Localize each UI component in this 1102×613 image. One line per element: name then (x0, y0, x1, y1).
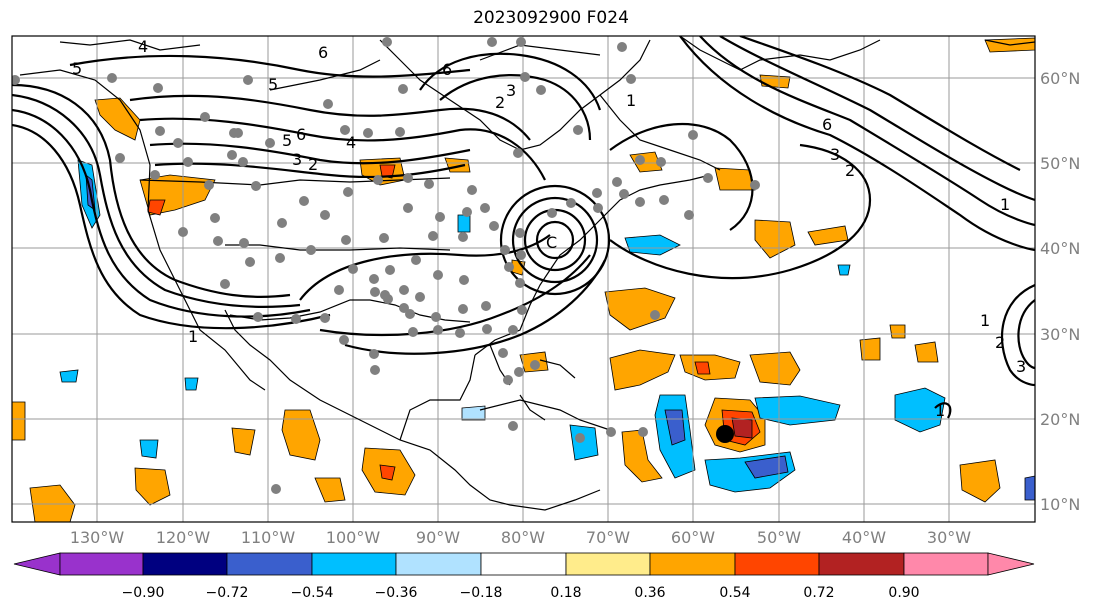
svg-text:5: 5 (282, 131, 292, 150)
svg-text:−0.72: −0.72 (206, 585, 249, 601)
svg-text:2: 2 (845, 161, 855, 180)
svg-text:3: 3 (506, 81, 516, 100)
svg-text:1: 1 (935, 401, 945, 420)
svg-text:2: 2 (995, 333, 1005, 352)
svg-text:1: 1 (980, 311, 990, 330)
longitude-labels: 130°W 120°W 110°W 100°W 90°W 80°W 70°W 6… (70, 528, 971, 547)
colorbar-ticks: −0.90 −0.72 −0.54 −0.36 −0.18 0.18 0.36 … (122, 585, 920, 601)
svg-text:0.54: 0.54 (719, 585, 750, 601)
svg-text:30°W: 30°W (927, 528, 971, 547)
svg-text:50°W: 50°W (757, 528, 801, 547)
svg-text:60°N: 60°N (1040, 69, 1080, 88)
svg-text:20°N: 20°N (1040, 410, 1080, 429)
svg-text:2: 2 (308, 155, 318, 174)
svg-text:110°W: 110°W (241, 528, 296, 547)
svg-text:3: 3 (292, 150, 302, 169)
contour-labels: 5 4 6 5 6 5 3 2 4 6 3 2 C 1 6 3 2 1 1 2 … (72, 37, 1026, 420)
svg-text:1: 1 (1000, 195, 1010, 214)
map-title: 2023092900 F024 (473, 8, 629, 28)
svg-text:80°W: 80°W (501, 528, 545, 547)
svg-text:C: C (546, 233, 557, 252)
svg-text:10°N: 10°N (1040, 495, 1080, 514)
svg-text:6: 6 (822, 115, 832, 134)
svg-text:120°W: 120°W (156, 528, 211, 547)
svg-text:90°W: 90°W (416, 528, 460, 547)
svg-text:5: 5 (268, 75, 278, 94)
contours (12, 36, 1035, 419)
colorbar-extend-low (13, 552, 61, 576)
colorbar (13, 552, 1035, 576)
svg-text:6: 6 (442, 60, 452, 79)
svg-text:130°W: 130°W (70, 528, 125, 547)
svg-text:1: 1 (188, 327, 198, 346)
map-plot-area: 5 4 6 5 6 5 3 2 4 6 3 2 C 1 6 3 2 1 1 2 … (12, 36, 1035, 522)
svg-text:3: 3 (830, 145, 840, 164)
svg-text:−0.18: −0.18 (460, 585, 503, 601)
svg-text:−0.36: −0.36 (375, 585, 418, 601)
latitude-labels: 60°N 50°N 40°N 30°N 20°N 10°N (1040, 69, 1080, 514)
svg-text:50°N: 50°N (1040, 154, 1080, 173)
svg-text:1: 1 (626, 91, 636, 110)
svg-text:4: 4 (138, 37, 148, 56)
svg-text:0.18: 0.18 (550, 585, 581, 601)
svg-text:40°W: 40°W (842, 528, 886, 547)
svg-text:30°N: 30°N (1040, 325, 1080, 344)
station-dots (12, 37, 760, 494)
svg-text:3: 3 (1016, 357, 1026, 376)
svg-text:−0.90: −0.90 (122, 585, 165, 601)
svg-text:70°W: 70°W (586, 528, 630, 547)
svg-text:0.90: 0.90 (888, 585, 919, 601)
svg-text:0.72: 0.72 (803, 585, 834, 601)
storm-center-marker (716, 425, 734, 443)
svg-text:4: 4 (346, 133, 356, 152)
svg-text:−0.54: −0.54 (291, 585, 334, 601)
colorbar-extend-high (987, 552, 1035, 576)
svg-text:2: 2 (495, 93, 505, 112)
svg-text:60°W: 60°W (671, 528, 715, 547)
svg-text:6: 6 (296, 125, 306, 144)
map-frame (11, 35, 1036, 523)
svg-text:100°W: 100°W (326, 528, 381, 547)
svg-text:6: 6 (318, 43, 328, 62)
svg-text:40°N: 40°N (1040, 239, 1080, 258)
svg-text:0.36: 0.36 (634, 585, 665, 601)
svg-text:5: 5 (72, 59, 82, 78)
